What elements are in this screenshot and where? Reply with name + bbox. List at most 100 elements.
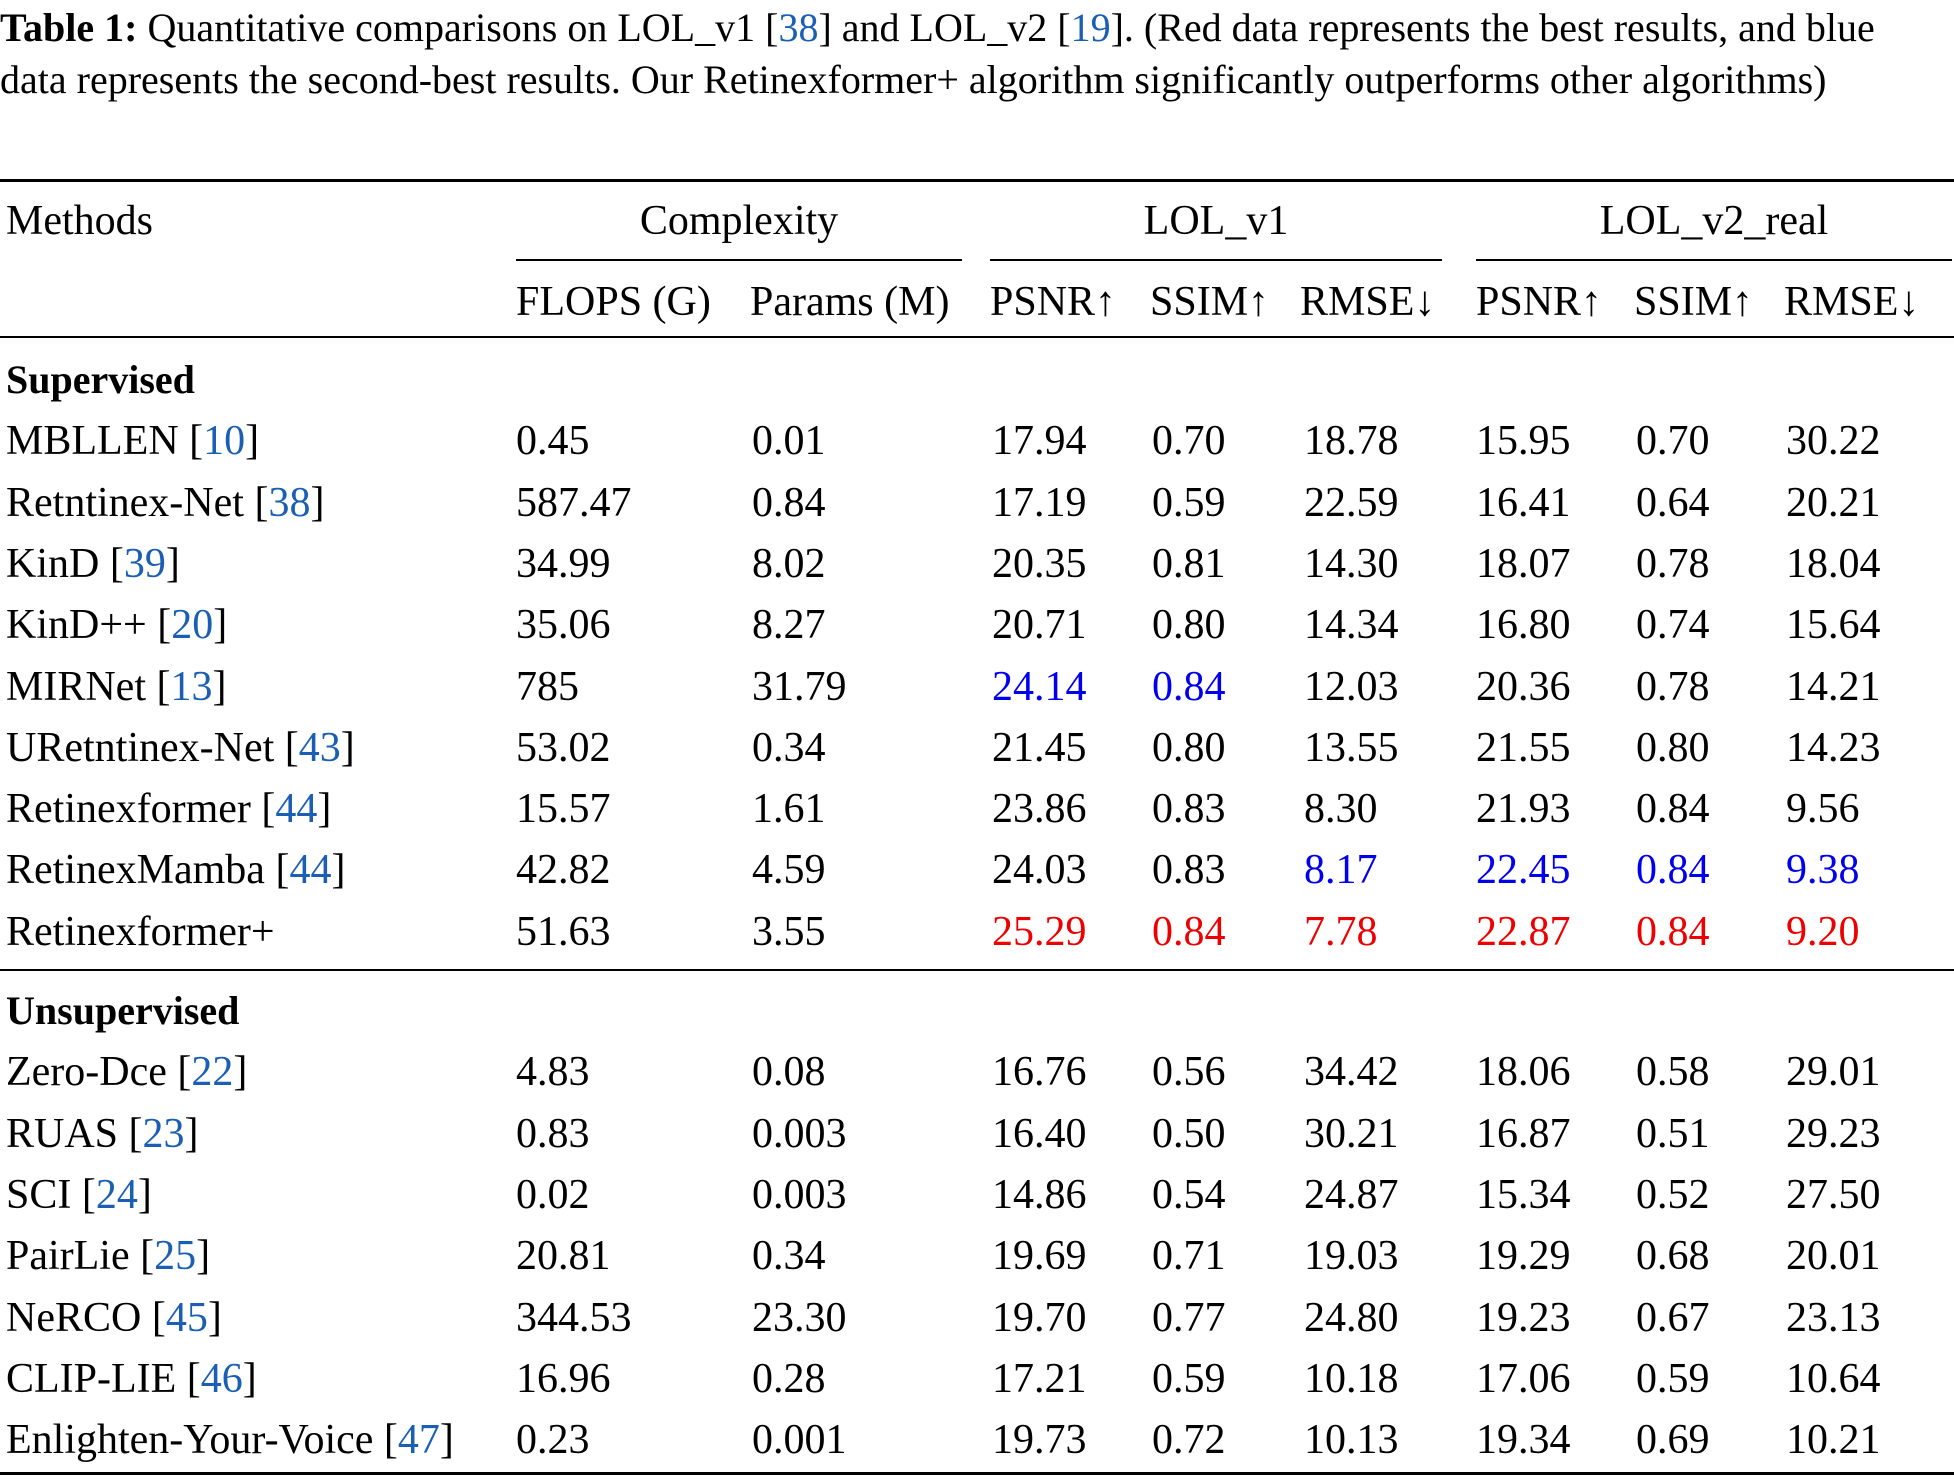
table-cell: 29.01 [1786,1049,1881,1096]
citation-link[interactable]: 13 [170,663,213,710]
citation-link[interactable]: 22 [191,1049,234,1096]
table-cell: 19.73 [992,1417,1087,1464]
methods-header: Methods [6,198,153,244]
table-cell: 0.64 [1636,479,1710,526]
table-cell: 20.71 [992,602,1087,649]
table-cell: 1.61 [752,786,826,833]
citation-link[interactable]: 10 [203,418,246,465]
table-cell: 21.55 [1476,724,1571,771]
table-cell: 15.64 [1786,602,1881,649]
table-cell: 51.63 [516,908,611,955]
table-cell: 3.55 [752,908,826,955]
method-name: MBLLEN [10] [6,418,260,465]
table-cell: 0.72 [1152,1417,1226,1464]
table-cell: 19.29 [1476,1233,1571,1280]
table-cell: 30.21 [1304,1110,1399,1157]
table-cell: 0.84 [752,479,826,526]
table-cell: 9.20 [1786,908,1860,955]
method-label: SCI [6,1171,72,1218]
table-cell: 0.01 [752,418,826,465]
table-cell: 23.13 [1786,1294,1881,1341]
method-name: KinD++ [20] [6,602,228,649]
table-cell: 12.03 [1304,663,1399,710]
group-header-complexity: Complexity [639,198,839,244]
method-name: CLIP-LIE [46] [6,1355,257,1402]
table-cell: 24.80 [1304,1294,1399,1341]
method-label: Enlighten-Your-Voice [6,1417,374,1464]
table-cell: 23.86 [992,786,1087,833]
table-cell: 53.02 [516,724,611,771]
table-cell: 16.96 [516,1355,611,1402]
table-cell: 34.42 [1304,1049,1399,1096]
column-header: RMSE↓ [1784,279,1920,325]
table-cell: 0.51 [1636,1110,1710,1157]
method-label: URetntinex-Net [6,724,275,771]
table-cell: 0.69 [1636,1417,1710,1464]
table-cell: 0.80 [1636,724,1710,771]
table-cell: 0.83 [1152,847,1226,894]
method-name: KinD [39] [6,540,180,587]
table-cell: 22.45 [1476,847,1571,894]
header-rule [0,336,1954,338]
table-cell: 4.59 [752,847,826,894]
citation-link[interactable]: 47 [397,1417,440,1464]
table-cell: 0.001 [752,1417,847,1464]
citation-link[interactable]: 44 [289,847,332,894]
citation-link[interactable]: 39 [123,540,166,587]
table-cell: 19.69 [992,1233,1087,1280]
method-name: Retinexformer [44] [6,786,332,833]
table-cell: 20.36 [1476,663,1571,710]
method-label: RUAS [6,1110,119,1157]
table-cell: 31.79 [752,663,847,710]
table-cell: 18.04 [1786,540,1881,587]
table-cell: 0.70 [1152,418,1226,465]
citation-link[interactable]: 45 [165,1294,208,1341]
table-cell: 0.02 [516,1171,590,1218]
method-name: RetinexMamba [44] [6,847,346,894]
method-label: Zero-Dce [6,1049,167,1096]
citation-link[interactable]: 20 [171,602,214,649]
table-cell: 15.57 [516,786,611,833]
method-name: SCI [24] [6,1171,152,1218]
table-cell: 10.21 [1786,1417,1881,1464]
table-cell: 0.67 [1636,1294,1710,1341]
citation-link[interactable]: 38 [778,5,819,50]
table-cell: 0.58 [1636,1049,1710,1096]
table-cell: 24.14 [992,663,1087,710]
group-rule-lol-v1 [990,259,1442,261]
method-name: MIRNet [13] [6,663,227,710]
section-rule [0,969,1954,971]
method-label: MIRNet [6,663,146,710]
table-cell: 19.70 [992,1294,1087,1341]
table-cell: 23.30 [752,1294,847,1341]
table-cell: 0.59 [1152,1355,1226,1402]
table-cell: 10.13 [1304,1417,1399,1464]
table-cell: 0.50 [1152,1110,1226,1157]
method-name: PairLie [25] [6,1233,211,1280]
caption-text: ] and LOL_v2 [ [818,5,1071,50]
table-cell: 8.27 [752,602,826,649]
table-cell: 18.06 [1476,1049,1571,1096]
citation-link[interactable]: 43 [298,724,341,771]
table-cell: 16.87 [1476,1110,1571,1157]
table-cell: 16.41 [1476,479,1571,526]
table-cell: 15.34 [1476,1171,1571,1218]
citation-link[interactable]: 25 [154,1233,197,1280]
citation-link[interactable]: 44 [275,786,318,833]
method-label: Retinexformer [6,786,251,833]
table-caption: Table 1: Quantitative comparisons on LOL… [0,2,1950,106]
table-cell: 0.003 [752,1171,847,1218]
citation-link[interactable]: 38 [268,479,311,526]
table-cell: 0.84 [1636,908,1710,955]
table-cell: 17.21 [992,1355,1087,1402]
column-header: PSNR↑ [990,279,1117,325]
citation-link[interactable]: 24 [95,1171,138,1218]
table-cell: 18.07 [1476,540,1571,587]
citation-link[interactable]: 19 [1070,5,1111,50]
table-cell: 19.34 [1476,1417,1571,1464]
citation-link[interactable]: 46 [200,1355,243,1402]
table-cell: 14.23 [1786,724,1881,771]
citation-link[interactable]: 23 [142,1110,185,1157]
top-rule [0,179,1954,182]
table-cell: 15.95 [1476,418,1571,465]
